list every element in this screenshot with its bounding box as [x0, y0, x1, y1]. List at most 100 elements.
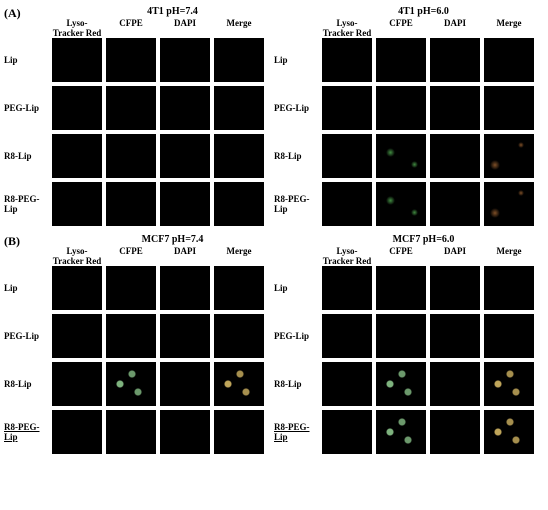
- micrograph-cell: [484, 38, 534, 82]
- micrograph-cell: [214, 410, 264, 454]
- micrograph-cell: [106, 410, 156, 454]
- grid-row: [52, 86, 268, 130]
- grid-row: [322, 134, 538, 178]
- micrograph-cell: [484, 182, 534, 226]
- micrograph-cell: [322, 314, 372, 358]
- micrograph-cell: [376, 182, 426, 226]
- panel-letter: (B): [4, 234, 52, 246]
- row-label-text: PEG-Lip: [4, 331, 39, 341]
- micrograph-cell: [106, 182, 156, 226]
- half-title: 4T1 pH=7.4: [52, 6, 293, 18]
- column-label: DAPI: [160, 246, 210, 266]
- half: Lip PEG-Lip R8-Lip R8-PEG-Lip: [4, 38, 268, 230]
- micrograph-cell: [214, 182, 264, 226]
- grid-row: [322, 314, 538, 358]
- column-label: Merge: [484, 246, 534, 266]
- column-label: DAPI: [430, 246, 480, 266]
- micrograph-cell: [322, 38, 372, 82]
- column-label: Lyso-Tracker Red: [52, 246, 102, 266]
- panel-body: Lip PEG-Lip R8-Lip R8-PEG-Lip Lip PEG-Lip R8-L…: [4, 38, 544, 230]
- micrograph-cell: [484, 362, 534, 406]
- micrograph-cell: [106, 38, 156, 82]
- row-label-text: R8-PEG-Lip: [4, 422, 52, 442]
- row-label: Lip: [274, 266, 322, 310]
- row-label-text: R8-PEG-Lip: [274, 422, 322, 442]
- row-labels: LipPEG-LipR8-LipR8-PEG-Lip: [274, 266, 322, 458]
- micrograph-cell: [52, 86, 102, 130]
- panel-title-row: (B)MCF7 pH=7.4MCF7 pH=6.0: [4, 234, 544, 246]
- half: Lip PEG-Lip R8-Lip R8-PEG-Lip: [274, 38, 538, 230]
- row-label: R8-PEG-Lip: [4, 182, 52, 226]
- half: LipPEG-LipR8-LipR8-PEG-Lip: [274, 266, 538, 458]
- row-label-text: R8-PEG-Lip: [4, 194, 52, 214]
- micrograph-cell: [160, 314, 210, 358]
- row-label-text: R8-Lip: [274, 151, 302, 161]
- column-labels-row: Lyso-Tracker RedCFPEDAPIMergeLyso-Tracke…: [4, 18, 544, 38]
- micrograph-cell: [52, 134, 102, 178]
- row-label: R8-PEG-Lip: [274, 182, 322, 226]
- micrograph-cell: [214, 362, 264, 406]
- row-label: PEG-Lip: [274, 314, 322, 358]
- micrograph-cell: [430, 314, 480, 358]
- rowlabel-spacer: [4, 18, 52, 38]
- micrograph-cell: [214, 38, 264, 82]
- half: Lip PEG-Lip R8-Lip R8-PEG-Lip: [4, 266, 268, 458]
- row-label-text: R8-PEG-Lip: [274, 194, 322, 214]
- row-label-text: Lip: [4, 283, 18, 293]
- micrograph-cell: [484, 86, 534, 130]
- micrograph-cell: [430, 182, 480, 226]
- row-label: R8-Lip: [274, 134, 322, 178]
- grid-row: [322, 38, 538, 82]
- panel-letter: (A): [4, 6, 52, 18]
- row-label: PEG-Lip: [274, 86, 322, 130]
- row-label: Lip: [4, 38, 52, 82]
- rowlabel-spacer: [274, 246, 322, 266]
- micrograph-cell: [52, 182, 102, 226]
- micrograph-cell: [376, 38, 426, 82]
- column-label: Merge: [214, 246, 264, 266]
- row-label: R8-PEG-Lip: [274, 410, 322, 454]
- grid-row: [52, 410, 268, 454]
- row-label-text: R8-Lip: [4, 151, 32, 161]
- rowlabel-spacer: [4, 246, 52, 266]
- grid-row: [322, 266, 538, 310]
- micrograph-cell: [106, 86, 156, 130]
- micrograph-cell: [376, 266, 426, 310]
- row-label-text: Lip: [274, 55, 288, 65]
- grid-row: [52, 182, 268, 226]
- row-labels: Lip PEG-Lip R8-Lip R8-PEG-Lip: [274, 38, 322, 230]
- micrograph-cell: [106, 314, 156, 358]
- row-label-text: PEG-Lip: [274, 331, 309, 341]
- micrograph-cell: [322, 362, 372, 406]
- micrograph-cell: [322, 266, 372, 310]
- grid-row: [322, 182, 538, 226]
- row-labels: Lip PEG-Lip R8-Lip R8-PEG-Lip: [4, 38, 52, 230]
- column-label: Lyso-Tracker Red: [52, 18, 102, 38]
- panel-title-row: (A)4T1 pH=7.4 4T1 pH=6.0: [4, 6, 544, 18]
- rowlabel-spacer: [274, 18, 322, 38]
- grid-row: [52, 266, 268, 310]
- row-label: R8-Lip: [4, 362, 52, 406]
- row-label-text: PEG-Lip: [4, 103, 39, 113]
- micrograph-cell: [52, 410, 102, 454]
- micrograph-cell: [376, 362, 426, 406]
- panel-(A): (A)4T1 pH=7.4 4T1 pH=6.0Lyso-Tracker RedC…: [4, 6, 544, 230]
- grid-row: [52, 38, 268, 82]
- grid-row: [322, 362, 538, 406]
- micrograph-cell: [106, 266, 156, 310]
- image-grid: [52, 266, 268, 458]
- micrograph-cell: [160, 38, 210, 82]
- micrograph-cell: [430, 362, 480, 406]
- half-title: 4T1 pH=6.0: [303, 6, 544, 18]
- grid-row: [322, 410, 538, 454]
- row-label: Lip: [274, 38, 322, 82]
- micrograph-cell: [322, 86, 372, 130]
- micrograph-cell: [160, 182, 210, 226]
- micrograph-cell: [322, 134, 372, 178]
- micrograph-cell: [160, 410, 210, 454]
- micrograph-cell: [430, 266, 480, 310]
- column-label: Lyso-Tracker Red: [322, 246, 372, 266]
- image-grid: [322, 266, 538, 458]
- column-label: Merge: [484, 18, 534, 38]
- micrograph-cell: [52, 314, 102, 358]
